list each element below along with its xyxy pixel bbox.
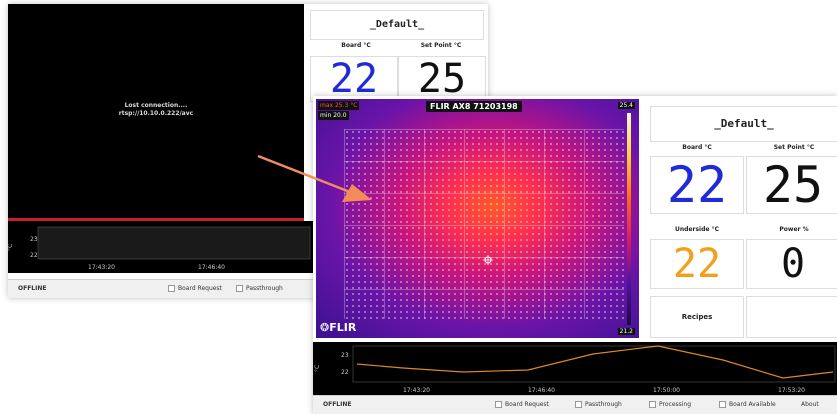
max-temp-readout: max 25.3 °C <box>318 101 360 110</box>
background-app-window: Lost connection.... rtsp://10.10.0.222/a… <box>8 4 488 298</box>
flir-logo-text: FLIR <box>329 321 357 334</box>
profile-button[interactable]: _Default_ <box>650 106 837 142</box>
board-request-checkbox[interactable]: Board Request <box>168 285 222 292</box>
about-label: About <box>801 401 819 408</box>
checkbox-box[interactable] <box>168 285 175 292</box>
about-button[interactable]: About <box>801 401 819 408</box>
passthrough-checkbox[interactable]: Passthrough <box>236 285 283 292</box>
y-tick: 23 <box>30 236 38 243</box>
x-tick: 17:46:40 <box>198 264 225 271</box>
checkbox-label: Processing <box>659 401 692 408</box>
checkbox-box[interactable] <box>495 401 502 408</box>
thermal-camera-view: FLIR AX8 71203198 max 25.3 °C min 20.0 2… <box>316 99 639 338</box>
underside-temp-label: Underside °C <box>675 226 719 233</box>
recipes-button[interactable]: Recipes <box>650 296 744 338</box>
red-divider <box>8 218 304 221</box>
checkbox-label: Board Available <box>729 401 776 408</box>
board-temp-value: 22 <box>310 56 398 102</box>
status-bar: OFFLINE Board Request Passthrough Proces… <box>313 395 837 414</box>
setpoint-label: Set Point °C <box>773 144 815 151</box>
board-texture <box>344 129 624 319</box>
board-available-checkbox[interactable]: Board Available <box>719 401 776 408</box>
min-temp-readout: min 20.0 <box>318 111 349 120</box>
x-tick: 17:46:40 <box>528 387 555 394</box>
flir-logo: ❂FLIR <box>320 321 357 334</box>
underside-temp-value: 22 <box>650 239 744 289</box>
board-temp-value: 22 <box>650 156 744 214</box>
y-tick: 23 <box>341 352 349 359</box>
checkbox-box[interactable] <box>575 401 582 408</box>
setpoint-label: Set Point °C <box>420 42 462 49</box>
lost-connection-text: Lost connection.... <box>124 102 188 109</box>
camera-title: FLIR AX8 71203198 <box>426 101 522 112</box>
empty-button[interactable] <box>746 296 837 338</box>
y-tick: 22 <box>341 369 349 376</box>
color-scale-bar <box>627 113 631 325</box>
chart-y-axis-label: °C <box>314 365 321 372</box>
stream-url-text: rtsp://10.10.0.222/avc <box>118 110 194 117</box>
connection-status: OFFLINE <box>18 285 47 292</box>
connection-status: OFFLINE <box>323 401 352 408</box>
setpoint-value[interactable]: 25 <box>398 56 486 102</box>
x-tick: 17:43:20 <box>403 387 430 394</box>
connection-lost-message: Lost connection.... rtsp://10.10.0.222/a… <box>8 102 304 118</box>
video-feed: Lost connection.... rtsp://10.10.0.222/a… <box>8 4 304 218</box>
scale-min-label: 21.2 <box>617 328 635 335</box>
checkbox-box[interactable] <box>649 401 656 408</box>
x-tick: 17:53:20 <box>778 387 805 394</box>
board-temp-label: Board °C <box>341 42 371 49</box>
board-temp-label: Board °C <box>682 144 712 151</box>
processing-checkbox[interactable]: Processing <box>649 401 691 408</box>
temperature-line <box>356 345 834 379</box>
checkbox-label: Passthrough <box>246 285 283 292</box>
passthrough-checkbox[interactable]: Passthrough <box>575 401 622 408</box>
crosshair-icon <box>483 255 493 265</box>
y-tick: 22 <box>30 252 38 259</box>
scale-max-label: 25.4 <box>617 102 635 109</box>
setpoint-value[interactable]: 25 <box>746 156 837 214</box>
board-request-checkbox[interactable]: Board Request <box>495 401 549 408</box>
checkbox-box[interactable] <box>719 401 726 408</box>
profile-button[interactable]: _Default_ <box>310 10 484 40</box>
checkbox-label: Board Request <box>178 285 222 292</box>
temperature-chart: °C 23 22 17:43:20 17:46:40 <box>8 221 314 273</box>
checkbox-box[interactable] <box>236 285 243 292</box>
checkbox-label: Passthrough <box>585 401 622 408</box>
power-value: 0 <box>746 239 837 289</box>
temperature-chart: °C 23 22 17:43:20 17:46:40 17:50:00 17:5… <box>313 342 837 397</box>
power-label: Power % <box>779 226 809 233</box>
x-tick: 17:50:00 <box>653 387 680 394</box>
chart-y-axis-label: °C <box>8 244 14 251</box>
main-app-window: FLIR AX8 71203198 max 25.3 °C min 20.0 2… <box>313 96 837 414</box>
x-tick: 17:43:20 <box>88 264 115 271</box>
checkbox-label: Board Request <box>505 401 549 408</box>
